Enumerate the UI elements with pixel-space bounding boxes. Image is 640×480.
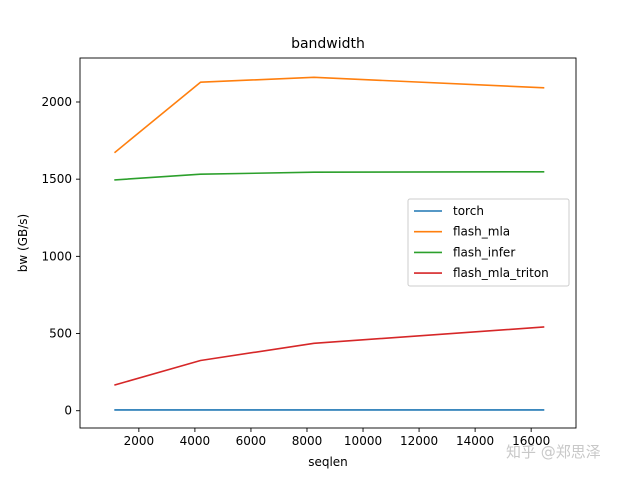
legend-label-flash-mla-triton: flash_mla_triton (453, 266, 549, 280)
x-tick-label: 10000 (344, 434, 382, 448)
legend-label-flash-infer: flash_infer (453, 245, 515, 259)
y-tick-label: 2000 (41, 95, 72, 109)
y-axis-label: bw (GB/s) (16, 214, 30, 272)
x-tick-label: 16000 (512, 434, 550, 448)
axis-ticks: 2000 4000 6000 8000 10000 12000 14000 16000 0 500… (41, 95, 550, 448)
legend-label-torch: torch (453, 204, 484, 218)
series-lines (113, 76, 545, 411)
y-tick-label: 1500 (41, 172, 72, 186)
y-tick-label: 1000 (41, 249, 72, 263)
legend: torch flash_mla flash_infer flash_mla_trito… (407, 198, 570, 287)
x-tick-label: 2000 (124, 434, 155, 448)
plot-area-frame (79, 57, 577, 429)
legend-entries: torch flash_mla flash_infer flash_mla_trito… (414, 204, 549, 280)
series-line-flash-mla-triton (114, 326, 545, 386)
x-tick-label: 8000 (292, 434, 323, 448)
x-axis-label: seqlen (308, 455, 348, 469)
legend-box (407, 198, 570, 287)
x-tick-label: 12000 (400, 434, 438, 448)
series-line-flash-mla (113, 76, 545, 154)
watermark: 知乎 @郑思泽 (506, 443, 601, 461)
series-line-flash-infer (114, 170, 545, 181)
x-tick-label: 14000 (456, 434, 494, 448)
legend-label-flash-mla: flash_mla (453, 225, 510, 239)
x-tick-label: 4000 (180, 434, 211, 448)
y-tick-label: 500 (49, 327, 72, 341)
y-tick-label: 0 (64, 404, 72, 418)
x-tick-label: 6000 (236, 434, 267, 448)
chart-title: bandwidth (291, 36, 365, 52)
